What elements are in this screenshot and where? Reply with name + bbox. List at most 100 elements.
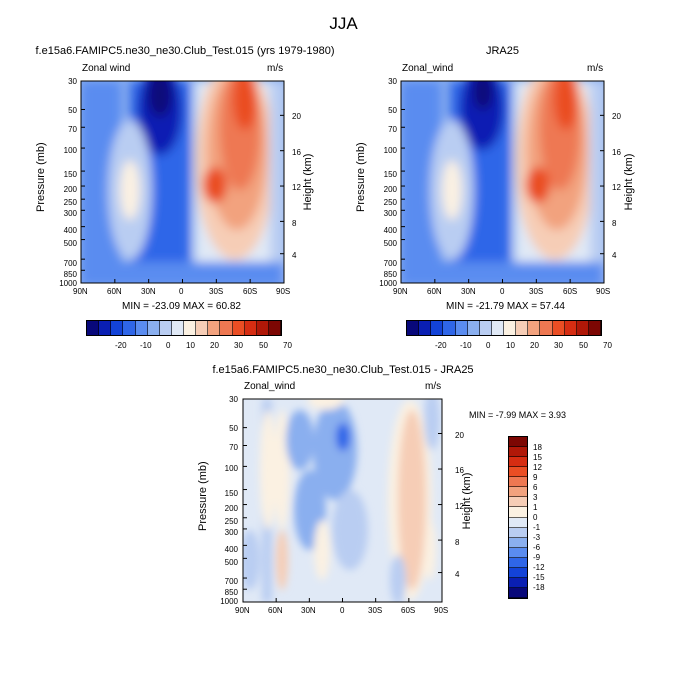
y-tick: 30 (68, 77, 77, 86)
colorbar-swatch (509, 557, 527, 568)
colorbar-label: -10 (460, 341, 472, 350)
x-tick: 90S (276, 287, 291, 296)
panel3-variable-label: Zonal_wind (244, 381, 296, 392)
colorbar-swatch (564, 321, 577, 335)
colorbar-swatch (443, 321, 456, 335)
colorbar-label: 15 (533, 453, 542, 462)
colorbar-swatch (509, 517, 527, 528)
panel2-variable-label: Zonal_wind (402, 63, 454, 74)
panel2-field (401, 81, 604, 283)
panel1-colorbar (86, 320, 282, 336)
panel3-ylabel: Pressure (mb) (197, 461, 209, 531)
panel2-ylabel: Pressure (mb) (355, 142, 367, 212)
y-tick: 500 (224, 558, 238, 567)
colorbar-label: -18 (533, 583, 545, 592)
colorbar-label: 50 (259, 341, 268, 350)
y-tick: 200 (63, 185, 77, 194)
panel1-field (81, 81, 284, 283)
colorbar-swatch (509, 537, 527, 548)
colorbar-label: 30 (234, 341, 243, 350)
colorbar-swatch (196, 321, 209, 335)
colorbar-label: 10 (506, 341, 515, 350)
y-tick: 70 (229, 443, 238, 452)
y2-tick: 4 (292, 251, 297, 260)
y2-tick: 4 (612, 251, 617, 260)
y-tick: 150 (383, 170, 397, 179)
colorbar-label: -20 (115, 341, 127, 350)
colorbar-swatch (576, 321, 589, 335)
colorbar-swatch (431, 321, 444, 335)
colorbar-label: -10 (140, 341, 152, 350)
y2-tick: 20 (612, 112, 621, 121)
panel2-y2label: Height (km) (623, 153, 635, 211)
colorbar-swatch (516, 321, 529, 335)
y-tick: 100 (224, 464, 238, 473)
panel1-variable-label: Zonal wind (82, 63, 131, 74)
panel3-colorbar (508, 436, 528, 599)
y-tick: 300 (224, 528, 238, 537)
colorbar-swatch (268, 321, 281, 335)
colorbar-swatch (491, 321, 504, 335)
colorbar-swatch (123, 321, 136, 335)
y-tick: 50 (68, 106, 77, 115)
x-tick: 30S (529, 287, 544, 296)
y-tick: 50 (229, 424, 238, 433)
colorbar-swatch (256, 321, 269, 335)
colorbar-swatch (509, 547, 527, 558)
y2-tick: 16 (455, 466, 464, 475)
y-tick: 400 (63, 226, 77, 235)
colorbar-label: 70 (283, 341, 292, 350)
panel3-y2label: Height (km) (461, 472, 473, 530)
colorbar-swatch (232, 321, 245, 335)
y2-tick: 16 (292, 148, 301, 157)
x-tick: 90S (434, 606, 449, 615)
colorbar-swatch (509, 587, 527, 598)
colorbar-swatch (407, 321, 420, 335)
panel2-units-label: m/s (587, 63, 604, 74)
y-tick: 1000 (220, 597, 238, 606)
y2-tick: 12 (612, 183, 621, 192)
colorbar-label: -6 (533, 543, 541, 552)
y2-tick: 8 (455, 538, 460, 547)
colorbar-label: 0 (533, 513, 538, 522)
panel3-title: f.e15a6.FAMIPC5.ne30_ne30.Club_Test.015 … (212, 364, 474, 376)
x-tick: 0 (500, 287, 505, 296)
y-tick: 500 (383, 239, 397, 248)
colorbar-swatch (509, 457, 527, 468)
y2-tick: 4 (455, 570, 460, 579)
x-tick: 60N (427, 287, 442, 296)
y2-tick: 8 (292, 219, 297, 228)
x-tick: 30N (461, 287, 476, 296)
colorbar-label: -15 (533, 573, 545, 582)
y-tick: 300 (63, 209, 77, 218)
colorbar-swatch (244, 321, 257, 335)
colorbar-swatch (467, 321, 480, 335)
y2-tick: 20 (292, 112, 301, 121)
y-tick: 30 (229, 395, 238, 404)
colorbar-swatch (509, 527, 527, 538)
colorbar-label: 9 (533, 473, 538, 482)
y-tick: 400 (224, 545, 238, 554)
x-tick: 90S (596, 287, 611, 296)
x-tick: 60S (401, 606, 416, 615)
colorbar-swatch (552, 321, 565, 335)
y-tick: 200 (383, 185, 397, 194)
colorbar-label: 50 (579, 341, 588, 350)
y-tick: 70 (68, 125, 77, 134)
colorbar-swatch (208, 321, 221, 335)
colorbar-label: 30 (554, 341, 563, 350)
panel2-stats: MIN = -21.79 MAX = 57.44 (446, 301, 565, 312)
y-tick: 50 (388, 106, 397, 115)
x-tick: 30S (368, 606, 383, 615)
colorbar-label: -9 (533, 553, 541, 562)
colorbar-swatch (540, 321, 553, 335)
colorbar-swatch (135, 321, 148, 335)
colorbar-swatch (504, 321, 517, 335)
y2-tick: 16 (612, 148, 621, 157)
colorbar-swatch (147, 321, 160, 335)
panel1-units-label: m/s (267, 63, 284, 74)
y2-tick: 12 (455, 502, 464, 511)
y2-tick: 12 (292, 183, 301, 192)
panel1-title: f.e15a6.FAMIPC5.ne30_ne30.Club_Test.015 … (35, 45, 335, 57)
